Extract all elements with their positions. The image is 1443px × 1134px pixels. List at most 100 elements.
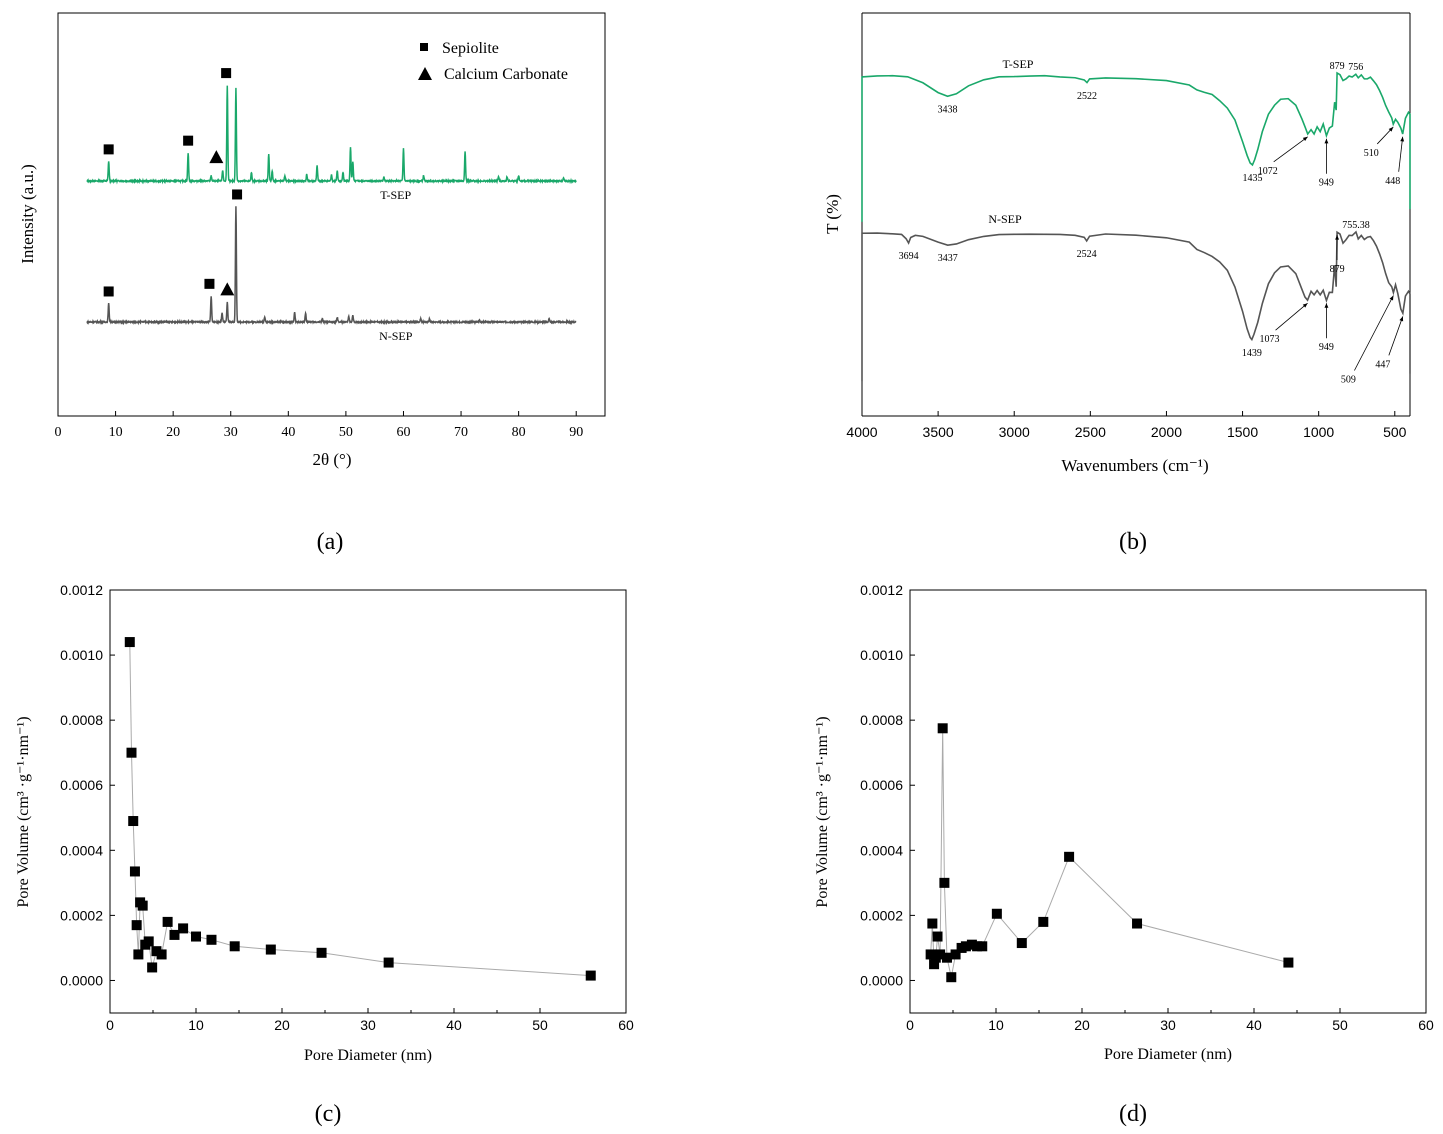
panel-c: 0 10 20 30 40 50 60 0.0000 0.0002 0.0004 0.0006 0.0… (15, 582, 634, 1127)
panel-d: 0 10 20 30 40 50 60 0.0000 0.0002 0.0004 0.0006 0.0… (814, 582, 1434, 1127)
pore-point (151, 946, 162, 957)
panel-b-x-tick-label: 1000 (1303, 424, 1334, 440)
pore-point (939, 877, 950, 888)
sepiolite-marker (103, 286, 114, 297)
ftir-peak-arrowhead (1302, 303, 1308, 308)
y-tick-label: 0.0000 (60, 972, 103, 988)
panel-a-x-ticks: 0 10 20 30 40 50 60 70 80 90 (55, 411, 583, 440)
xrd-series-label: T-SEP (380, 188, 411, 202)
y-tick-label: 0.0012 (60, 582, 103, 598)
x-tick-label: 40 (1246, 1017, 1262, 1033)
ftir-line-n-sep (861, 230, 1411, 382)
ftir-peak-label: 879 (1330, 61, 1345, 72)
sepiolite-marker (232, 189, 243, 200)
panel-d-ticks: 0 10 20 30 40 50 60 0.0000 0.0002 0.0004 0.0006 0.0… (860, 582, 1434, 1033)
pore-point (143, 936, 154, 947)
legend-triangle-icon (418, 67, 432, 80)
ftir-peak-arrowhead (1389, 295, 1394, 301)
pore-point (137, 900, 148, 911)
panel-b-series-label-t-sep: T-SEP (1003, 57, 1034, 71)
pore-point (265, 944, 276, 955)
y-tick-label: 0.0010 (860, 647, 903, 663)
y-tick-label: 0.0002 (860, 907, 903, 923)
pore-point (950, 949, 961, 960)
x-tick-label: 50 (532, 1017, 548, 1033)
ftir-peak-label: 3437 (938, 253, 958, 264)
ftir-peak-arrowhead (1324, 303, 1329, 308)
pore-point (128, 816, 139, 827)
pore-point (162, 916, 173, 927)
panel-a-x-tick-label: 20 (166, 425, 180, 440)
panel-b-x-ticks: 4000 3500 3000 2500 2000 1500 1000 500 (846, 411, 1407, 440)
panel-a-x-tick-label: 50 (339, 425, 353, 440)
pore-point (1038, 916, 1049, 927)
panel-a-label: (a) (317, 529, 344, 555)
x-tick-label: 60 (618, 1017, 634, 1033)
sepiolite-marker (183, 135, 194, 146)
panel-b-x-tick-label: 1500 (1227, 424, 1258, 440)
panel-a-series-labels: T-SEP N-SEP (379, 188, 413, 343)
panel-d-x-axis-label: Pore Diameter (nm) (1104, 1046, 1232, 1063)
panel-d-series (925, 723, 1294, 983)
pore-point (925, 949, 936, 960)
sepiolite-marker (103, 144, 114, 155)
ftir-peak-label: 879 (1330, 264, 1345, 275)
legend-calcium-carbonate-label: Calcium Carbonate (444, 66, 568, 83)
x-tick-label: 10 (188, 1017, 204, 1033)
xrd-line-n-sep (86, 206, 577, 326)
y-tick-label: 0.0000 (860, 972, 903, 988)
ftir-peak-label: 1439 (1242, 348, 1262, 359)
pore-point (1283, 957, 1294, 968)
pore-point (1132, 918, 1143, 929)
ftir-peak-arrowhead (1399, 316, 1404, 322)
ftir-peak-arrow (1354, 295, 1394, 371)
sepiolite-marker (221, 68, 232, 79)
pore-point (156, 949, 167, 960)
panel-a-x-tick-label: 80 (512, 425, 526, 440)
pore-point (966, 939, 977, 950)
pore-point (977, 941, 988, 952)
x-tick-label: 50 (1332, 1017, 1348, 1033)
panel-a-legend: Sepiolite Calcium Carbonate (418, 40, 568, 83)
ftir-peak-arrow (1398, 136, 1404, 172)
ftir-peak-label: 2522 (1077, 91, 1097, 102)
pore-point (126, 747, 137, 758)
x-tick-label: 30 (360, 1017, 376, 1033)
panel-c-label: (c) (315, 1101, 342, 1127)
xrd-line-t-sep (86, 85, 577, 185)
x-tick-label: 10 (988, 1017, 1004, 1033)
panel-a-x-tick-label: 60 (396, 425, 410, 440)
panel-c-y-axis-label: Pore Volume (cm³ ·g⁻¹·nm⁻¹) (15, 716, 32, 907)
panel-b-y-axis-label: T (%) (823, 194, 842, 234)
ftir-peak-arrow (1273, 136, 1308, 163)
ftir-peak-label: 3438 (938, 105, 958, 116)
ftir-peak-label: 448 (1385, 176, 1400, 187)
panel-b-x-tick-label: 2000 (1151, 424, 1182, 440)
panel-b-label: (b) (1119, 529, 1147, 555)
y-tick-label: 0.0010 (60, 647, 103, 663)
ftir-peak-arrowhead (1400, 136, 1405, 142)
calcium-carbonate-marker (209, 150, 224, 164)
pore-point (316, 947, 327, 958)
xrd-series-label: N-SEP (379, 329, 413, 343)
y-tick-label: 0.0008 (60, 712, 103, 728)
x-tick-label: 60 (1418, 1017, 1434, 1033)
panel-a-plot-frame (57, 12, 606, 417)
ftir-peak-label: 2524 (1077, 249, 1097, 260)
panel-a-x-tick-label: 30 (224, 425, 238, 440)
ftir-peak-label: 510 (1364, 148, 1379, 159)
ftir-line-t-sep (861, 71, 1411, 222)
y-tick-label: 0.0004 (860, 842, 903, 858)
ftir-peak-label: 949 (1319, 178, 1334, 189)
ftir-peak-label: 1435 (1242, 173, 1262, 184)
pore-point (932, 931, 943, 942)
ftir-peak-label: 756 (1348, 62, 1363, 73)
panel-b-x-tick-label: 2500 (1075, 424, 1106, 440)
ftir-peak-arrow (1388, 316, 1404, 356)
pore-point (972, 941, 983, 952)
panel-b-x-tick-label: 500 (1383, 424, 1407, 440)
x-tick-label: 0 (106, 1017, 114, 1033)
y-tick-label: 0.0004 (60, 842, 103, 858)
panel-b-x-tick-label: 3000 (999, 424, 1030, 440)
pore-point (585, 970, 596, 981)
